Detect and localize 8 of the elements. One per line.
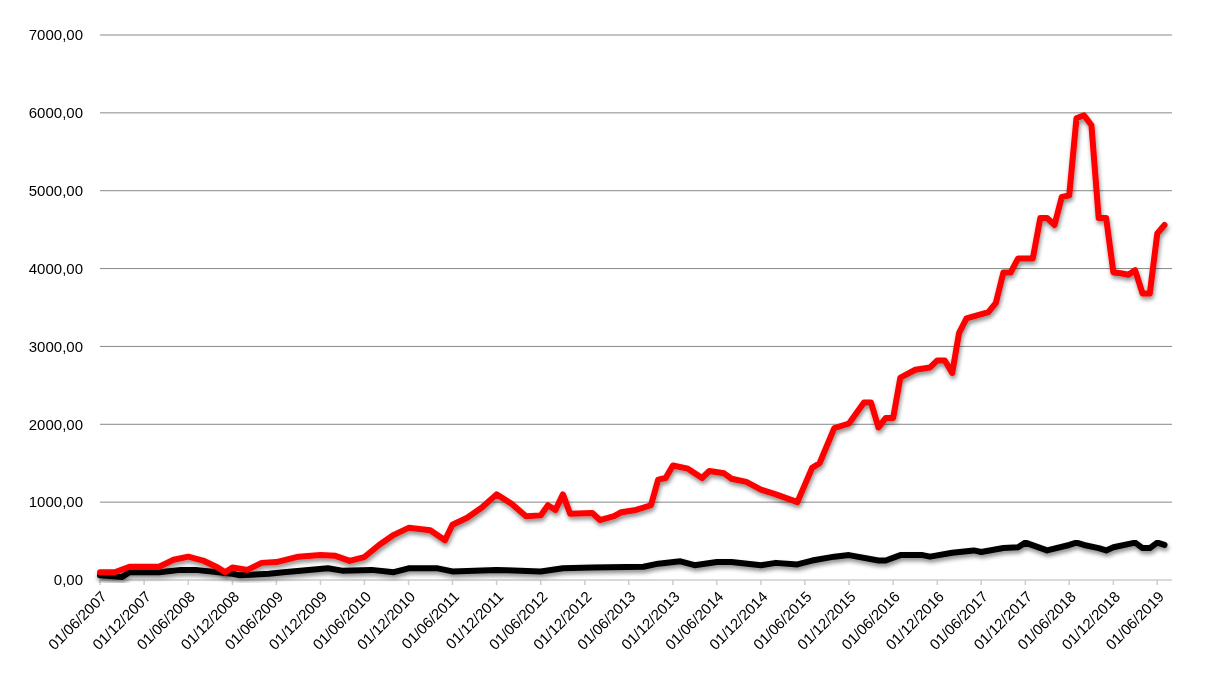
y-tick-label: 3000,00 xyxy=(28,337,83,355)
y-tick-label: 1000,00 xyxy=(28,493,83,511)
y-tick-label: 0,00 xyxy=(53,571,83,589)
y-tick-label: 7000,00 xyxy=(28,26,83,44)
y-tick-label: 5000,00 xyxy=(28,181,83,199)
y-tick-label: 4000,00 xyxy=(28,259,83,277)
y-tick-label: 6000,00 xyxy=(28,104,83,122)
y-tick-label: 2000,00 xyxy=(28,415,83,433)
